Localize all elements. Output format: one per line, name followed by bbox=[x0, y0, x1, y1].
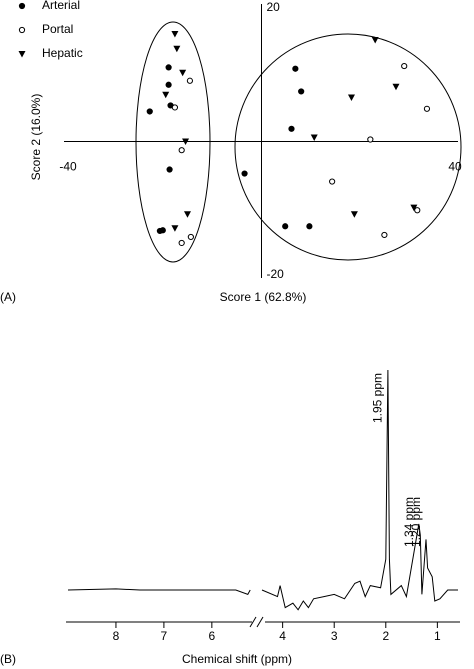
point bbox=[288, 125, 295, 132]
panel-label: (B) bbox=[0, 652, 16, 666]
point bbox=[166, 166, 173, 173]
x-tick-label: 4 bbox=[279, 629, 286, 643]
x-axis-title: Chemical shift (ppm) bbox=[182, 652, 292, 666]
x-tick-label: 8 bbox=[113, 629, 120, 643]
point bbox=[310, 134, 318, 141]
point bbox=[186, 77, 194, 84]
cluster-ellipse bbox=[234, 33, 462, 261]
x-tick-label: 6 bbox=[209, 629, 216, 643]
point bbox=[392, 83, 400, 91]
point bbox=[367, 136, 374, 143]
axis-break bbox=[249, 616, 264, 628]
point bbox=[156, 227, 164, 235]
x-tick-label: 7 bbox=[161, 629, 168, 643]
x-tick-label: 3 bbox=[331, 629, 338, 643]
legend-marker bbox=[18, 51, 26, 58]
x-axis-title: Score 1 (62.8%) bbox=[220, 290, 307, 304]
y-tick-label: -20 bbox=[267, 267, 285, 281]
point bbox=[146, 108, 153, 115]
annotation: 1.34 ppm bbox=[402, 497, 416, 547]
point bbox=[347, 94, 355, 101]
point bbox=[292, 65, 299, 72]
x-tick-label: 2 bbox=[382, 629, 389, 643]
legend-label: Hepatic bbox=[42, 46, 83, 60]
point bbox=[178, 239, 185, 247]
point bbox=[187, 233, 194, 241]
point bbox=[414, 207, 421, 214]
point bbox=[423, 105, 431, 112]
point bbox=[171, 225, 179, 232]
point bbox=[350, 211, 358, 218]
point bbox=[179, 69, 187, 77]
point bbox=[298, 88, 305, 95]
point bbox=[171, 31, 179, 38]
legend-marker bbox=[18, 26, 26, 34]
point bbox=[165, 81, 172, 88]
x-tick-label: 1 bbox=[434, 629, 441, 643]
point bbox=[182, 138, 190, 145]
point bbox=[165, 64, 172, 71]
point bbox=[381, 231, 388, 239]
point bbox=[162, 91, 170, 99]
point bbox=[173, 45, 181, 53]
point bbox=[178, 147, 185, 154]
point bbox=[171, 104, 179, 111]
x-tick-label: -40 bbox=[59, 160, 77, 174]
spectrum-line bbox=[67, 369, 458, 611]
x-tick-label: 40 bbox=[448, 160, 462, 174]
point bbox=[329, 178, 336, 185]
point bbox=[183, 211, 191, 218]
legend-label: Arterial bbox=[42, 0, 80, 12]
legend-marker bbox=[18, 2, 26, 10]
point bbox=[241, 170, 248, 177]
point bbox=[410, 204, 418, 212]
y-axis-title: Score 2 (16.0%) bbox=[29, 94, 43, 181]
legend-label: Portal bbox=[42, 22, 73, 36]
point bbox=[401, 62, 408, 70]
y-tick-label: 20 bbox=[267, 0, 281, 14]
panel-label: (A) bbox=[0, 290, 16, 304]
annotation: 1.95 ppm bbox=[371, 373, 385, 423]
point bbox=[371, 37, 379, 44]
point bbox=[282, 223, 289, 230]
point bbox=[306, 223, 313, 230]
annotation: 1.20 ppm bbox=[409, 497, 423, 547]
